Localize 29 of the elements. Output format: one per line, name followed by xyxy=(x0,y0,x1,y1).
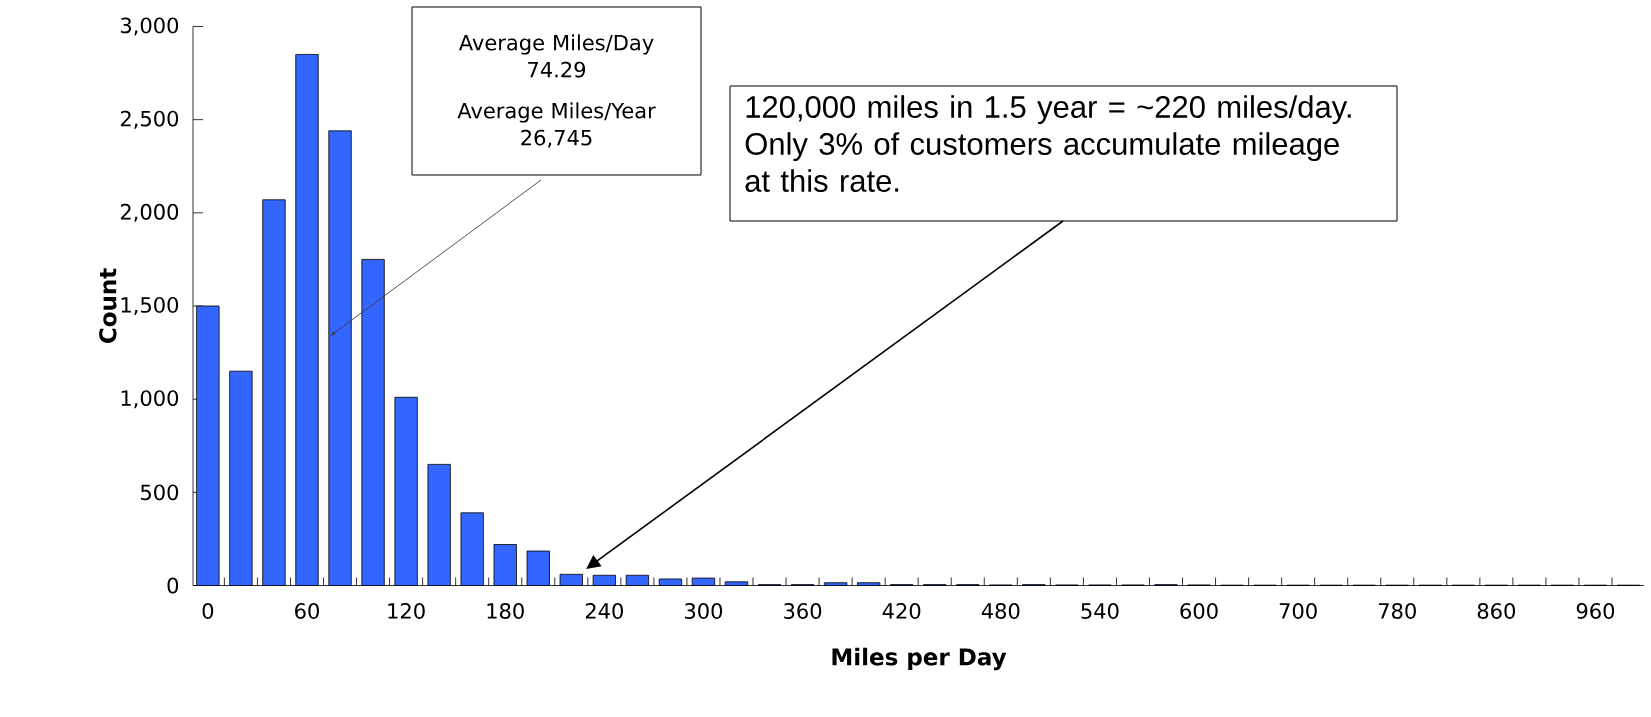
x-tick-label: 120 xyxy=(388,603,425,619)
x-tick-label: 860 xyxy=(1477,603,1516,619)
x-tick-label: 780 xyxy=(1378,603,1416,619)
annotation: Average Miles/Day xyxy=(458,34,654,55)
annotation: 26,745 xyxy=(521,129,592,148)
y-axis-title: Count xyxy=(99,268,117,344)
annotation: 120,000 miles in 1.5 year = ~220 miles/day. Only 3% of customers accumulate mileage at this rate. xyxy=(745,95,1351,192)
y-tick-label: 2,500 xyxy=(120,110,179,129)
x-tick-label: 360 xyxy=(784,603,822,619)
y-tick-label: 2,000 xyxy=(120,203,179,222)
annotation: 74.29 xyxy=(528,61,586,78)
y-tick-label: 3,000 xyxy=(120,17,179,36)
x-tick-label: 480 xyxy=(981,603,1020,619)
y-tick-label: 0 xyxy=(167,577,179,594)
annotation: Average Miles/Year xyxy=(457,102,656,123)
x-tick-label: 700 xyxy=(1279,603,1317,619)
x-axis-title: Miles per Day xyxy=(832,647,1007,671)
x-tick-label: 600 xyxy=(1180,603,1218,619)
y-tick-label: 500 xyxy=(141,484,179,501)
x-tick-label: 60 xyxy=(295,603,319,619)
x-tick-label: 300 xyxy=(685,603,723,619)
y-tick-label: 1,000 xyxy=(121,390,179,409)
x-tick-label: 960 xyxy=(1576,603,1615,619)
x-tick-label: 0 xyxy=(202,603,214,619)
x-tick-label: 240 xyxy=(585,603,623,619)
x-tick-label: 540 xyxy=(1081,603,1119,619)
x-tick-label: 180 xyxy=(487,603,524,619)
y-tick-label: 1,500 xyxy=(121,296,179,316)
x-tick-label: 420 xyxy=(882,603,921,619)
